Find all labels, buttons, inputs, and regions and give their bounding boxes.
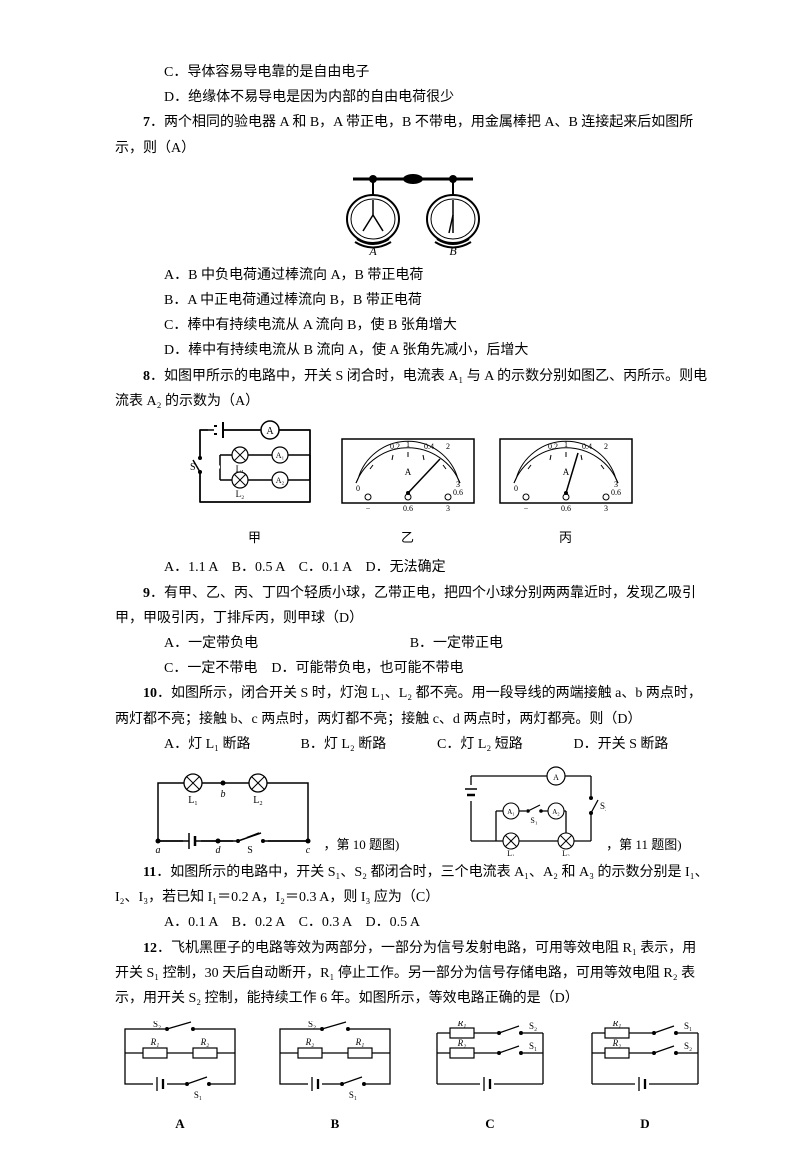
svg-text:0.4: 0.4 (424, 442, 434, 451)
svg-text:S₂: S₂ (600, 801, 606, 811)
q11-stem: 11．如图所示的电路中，开关 S₁、S₂ 都闭合时，三个电流表 A₁、A₂ 和 … (115, 860, 710, 910)
svg-text:a: a (156, 845, 161, 856)
svg-text:R₂: R₂ (612, 1038, 622, 1048)
svg-text:0.6: 0.6 (561, 504, 571, 513)
q12-labD: D (580, 1112, 710, 1135)
svg-text:L₂: L₂ (235, 489, 244, 499)
svg-text:1: 1 (564, 440, 568, 449)
svg-text:L₂: L₂ (254, 795, 264, 806)
svg-text:S₂: S₂ (529, 1021, 537, 1031)
svg-text:0.6: 0.6 (453, 488, 463, 497)
svg-text:R₂: R₂ (305, 1037, 315, 1047)
svg-text:d: d (216, 845, 222, 856)
q9-optA: A．一定带负电 (164, 631, 410, 656)
svg-text:1: 1 (406, 440, 410, 449)
q8-opts: A．1.1 A B．0.5 A C．0.1 A D．无法确定 (115, 555, 710, 580)
q6-optC: C．导体容易导电靠的是自由电子 (115, 60, 710, 85)
q10-stem: 10．如图所示，闭合开关 S 时，灯泡 L₁、L₂ 都不亮。用一段导线的两端接触… (115, 681, 710, 731)
svg-text:0.2: 0.2 (390, 442, 400, 451)
svg-text:S: S (190, 462, 196, 473)
svg-text:L₂: L₂ (562, 849, 570, 856)
q12-stem: 12．飞机黑匣子的电路等效为两部分，一部分为信号发射电路，可用等效电阻 R₁ 表… (115, 936, 710, 1012)
svg-text:L₁: L₁ (507, 849, 515, 856)
q10-figcap: ，第 10 题图) (323, 833, 399, 856)
q10-q11-figures: L₁ b L₂ a d S c (115, 761, 710, 856)
svg-text:A₁: A₁ (275, 451, 284, 460)
svg-text:c: c (306, 845, 311, 856)
q12-labA: A (115, 1112, 245, 1135)
svg-text:R₁: R₁ (457, 1021, 467, 1028)
svg-text:R₂: R₂ (200, 1037, 210, 1047)
q8-cap2: 乙 (338, 526, 478, 549)
q12-figures: S₂ R₁ R₂ S₁ A S₂ (115, 1021, 710, 1136)
q11-num: 11 (143, 865, 156, 880)
svg-text:0: 0 (514, 484, 518, 493)
q8-num: 8 (143, 369, 150, 384)
q9-optCD: C．一定不带电 D．可能带负电，也可能不带电 (115, 656, 710, 681)
svg-text:S₂: S₂ (684, 1041, 692, 1051)
svg-text:A: A (562, 467, 569, 477)
q7-figure: A B (115, 167, 710, 257)
svg-text:A: A (266, 426, 274, 437)
q8-stem: 8．如图甲所示的电路中，开关 S 闭合时，电流表 A₁ 与 A 的示数分别如图乙… (115, 364, 710, 414)
svg-text:0: 0 (356, 484, 360, 493)
svg-text:S₁: S₁ (529, 1041, 537, 1051)
q7-optC: C．棒中有持续电流从 A 流向 B，使 B 张角增大 (115, 313, 710, 338)
q8-cap3: 丙 (496, 526, 636, 549)
q8-figure: A S L₁ A₁ L₂ A₂ (115, 420, 710, 550)
svg-text:S₁: S₁ (531, 816, 538, 825)
svg-text:0.6: 0.6 (611, 488, 621, 497)
q9-stem: 9．有甲、乙、丙、丁四个轻质小球，乙带正电，把四个小球分别两两靠近时，发现乙吸引… (115, 581, 710, 631)
q10-optB: B．灯 L₂ 断路 (301, 732, 438, 757)
q10-optA: A．灯 L₁ 断路 (164, 732, 301, 757)
svg-text:A₁: A₁ (507, 808, 515, 816)
q9-num: 9 (143, 586, 150, 601)
q7-num: 7 (143, 115, 150, 130)
q10-num: 10 (143, 686, 157, 701)
svg-text:R₁: R₁ (612, 1021, 622, 1028)
svg-text:0.4: 0.4 (582, 442, 592, 451)
svg-text:S₁: S₁ (194, 1090, 202, 1100)
svg-text:S₂: S₂ (153, 1021, 161, 1029)
svg-text:S₂: S₂ (308, 1021, 316, 1029)
meter-icon: 0 0.2 1 0.4 2 3 0.6 A − 0.6 3 (496, 435, 636, 515)
svg-text:0.6: 0.6 (403, 504, 413, 513)
q12-num: 12 (143, 941, 157, 956)
svg-text:−: − (365, 504, 370, 513)
q12-labC: C (425, 1112, 555, 1135)
svg-text:A₂: A₂ (275, 476, 284, 485)
svg-text:−: − (523, 504, 528, 513)
svg-text:A₂: A₂ (552, 808, 560, 816)
svg-text:2: 2 (446, 442, 450, 451)
q10-optD: D．开关 S 断路 (574, 732, 711, 757)
q7-stem: 7．两个相同的验电器 A 和 B，A 带正电，B 不带电，用金属棒把 A、B 连… (115, 110, 710, 160)
q7-labelB: B (449, 244, 457, 257)
svg-text:b: b (221, 789, 226, 800)
svg-text:R₂: R₂ (457, 1038, 467, 1048)
q11-opts: A．0.1 A B．0.2 A C．0.3 A D．0.5 A (115, 910, 710, 935)
svg-text:S: S (248, 845, 254, 856)
svg-text:2: 2 (604, 442, 608, 451)
q12-labB: B (270, 1112, 400, 1135)
q7-labelA: A (368, 244, 377, 257)
svg-text:0.2: 0.2 (548, 442, 558, 451)
svg-text:L₁: L₁ (189, 795, 199, 806)
svg-text:3: 3 (446, 504, 450, 513)
svg-text:S₁: S₁ (349, 1090, 357, 1100)
svg-text:A: A (553, 773, 559, 782)
q11-figcap: ，第 11 题图) (606, 833, 681, 856)
q7-optB: B．A 中正电荷通过棒流向 B，B 带正电荷 (115, 288, 710, 313)
q8-cap1: 甲 (190, 526, 320, 549)
svg-text:R₁: R₁ (150, 1037, 160, 1047)
q10-optC: C．灯 L₂ 短路 (437, 732, 574, 757)
q7-optA: A．B 中负电荷通过棒流向 A，B 带正电荷 (115, 263, 710, 288)
q9-optB: B．一定带正电 (410, 631, 710, 656)
svg-text:R₁: R₁ (355, 1037, 365, 1047)
q7-optD: D．棒中有持续电流从 B 流向 A，使 A 张角先减小，后增大 (115, 338, 710, 363)
q6-optD: D．绝缘体不易导电是因为内部的自由电荷很少 (115, 85, 710, 110)
meter-icon: 0 0.2 1 0.4 2 3 0.6 A − 0.6 3 (338, 435, 478, 515)
svg-text:S₁: S₁ (684, 1021, 692, 1031)
svg-text:A: A (404, 467, 411, 477)
svg-text:3: 3 (604, 504, 608, 513)
